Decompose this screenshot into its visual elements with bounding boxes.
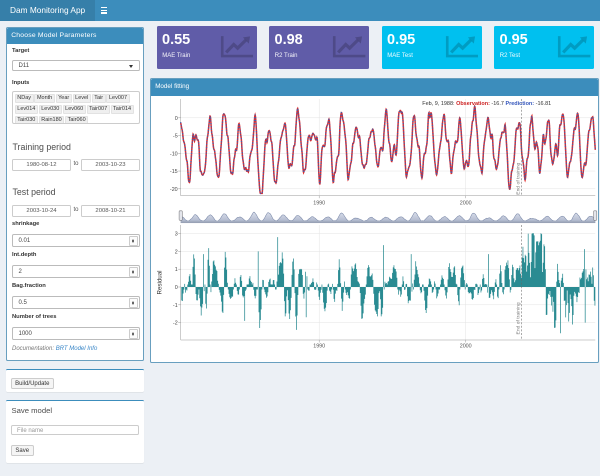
svg-text:2: 2 bbox=[175, 249, 178, 255]
svg-text:Feb, 9, 1988: Observation: -16: Feb, 9, 1988: Observation: -16.7 Predict… bbox=[423, 101, 552, 107]
svg-text:1990: 1990 bbox=[314, 200, 326, 206]
svg-text:-20: -20 bbox=[170, 187, 178, 193]
svg-text:3: 3 bbox=[175, 232, 178, 238]
svg-text:1990: 1990 bbox=[314, 343, 326, 349]
svg-text:2000: 2000 bbox=[460, 343, 472, 349]
svg-text:-5: -5 bbox=[173, 134, 178, 140]
svg-text:End of training: End of training bbox=[516, 302, 522, 334]
svg-text:2000: 2000 bbox=[460, 200, 472, 206]
svg-text:-2: -2 bbox=[173, 321, 178, 327]
svg-text:End of training: End of training bbox=[516, 162, 522, 194]
svg-text:0: 0 bbox=[175, 116, 178, 122]
svg-text:1: 1 bbox=[175, 267, 178, 273]
svg-text:Residual: Residual bbox=[157, 270, 164, 294]
svg-text:-15: -15 bbox=[170, 169, 178, 175]
svg-text:-10: -10 bbox=[170, 151, 178, 157]
svg-text:0: 0 bbox=[175, 285, 178, 291]
svg-text:-1: -1 bbox=[173, 303, 178, 309]
